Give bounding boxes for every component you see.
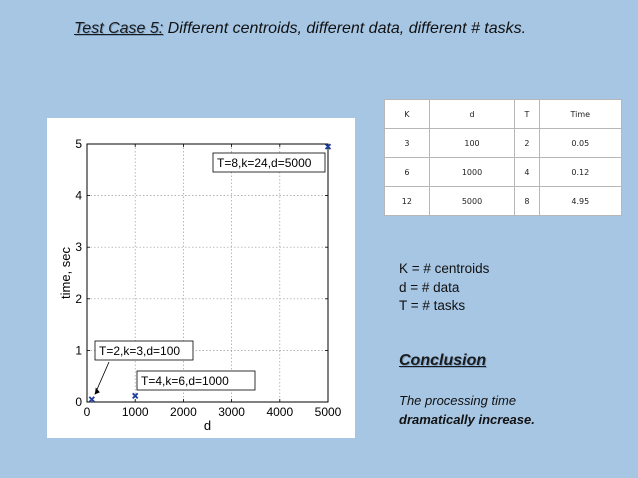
table-cell: 3 (384, 128, 430, 158)
table-cell: 6 (384, 157, 430, 187)
data-point (132, 392, 139, 399)
annotation-box (94, 340, 194, 361)
table-row: 3 100 2 0.05 (384, 128, 623, 158)
table-cell: 12 (384, 186, 430, 216)
title-rest: Different centroids, different data, dif… (163, 20, 527, 37)
data-point (324, 143, 332, 150)
table-header-cell: d (428, 99, 516, 129)
table-cell: 5000 (428, 186, 516, 216)
definition-k: K = # centroids (399, 261, 490, 276)
y-tick-labels: 0 1 2 3 4 5 (75, 137, 82, 409)
conclusion-line-2: dramatically increase. (399, 411, 535, 427)
x-tick-label: 2000 (170, 405, 197, 419)
x-tick-labels: 0 1000 2000 3000 4000 5000 (84, 405, 342, 419)
table-row: 12 5000 8 4.95 (384, 186, 623, 216)
plot-frame (86, 143, 329, 403)
y-axis-label: time, sec (58, 246, 73, 299)
table-header-cell: T (514, 99, 540, 129)
table-cell: 8 (514, 186, 540, 216)
x-tick-label: 5000 (315, 405, 342, 419)
y-tick-label: 2 (75, 292, 82, 306)
table-row: 6 1000 4 0.12 (384, 157, 623, 187)
scatter-plot: 0 1000 2000 3000 4000 5000 0 1 2 3 4 5 d time, sec… (47, 118, 355, 438)
definition-t: T = # tasks (399, 298, 466, 313)
data-points (88, 143, 332, 403)
table-cell: 4.95 (538, 186, 623, 216)
x-axis-label: d (204, 418, 211, 433)
table-header-cell: K (384, 99, 430, 129)
conclusion-line-1: The processing time (399, 393, 517, 408)
data-point (88, 396, 95, 403)
table-cell: 4 (514, 157, 540, 187)
table-cell: 0.05 (538, 128, 623, 158)
x-tick-label: 0 (84, 405, 91, 419)
title-lead: Test Case 5: (74, 20, 164, 37)
annotation-label: T=4,k=6,d=1000 (141, 374, 229, 388)
slide-title: Test Case 5: Different centroids, differ… (74, 20, 634, 38)
x-tick-label: 1000 (122, 405, 149, 419)
y-tick-label: 3 (75, 240, 82, 254)
annotation-label: T=2,k=3,d=100 (99, 344, 180, 358)
annotation-box (136, 370, 256, 391)
y-tick-label: 5 (75, 137, 82, 151)
conclusion-heading: Conclusion (399, 352, 487, 369)
annotation-arrowhead (94, 387, 100, 395)
annotation-label: T=8,k=24,d=5000 (217, 156, 312, 170)
y-tick-label: 4 (75, 189, 82, 203)
grid-lines (87, 144, 328, 402)
conclusion-text: The processing time dramatically increas… (399, 392, 535, 429)
table-cell: 0.12 (538, 157, 623, 187)
definition-d: d = # data (399, 279, 460, 295)
x-tick-label: 4000 (266, 405, 293, 419)
point-annotations: T=2,k=3,d=100 T=4,k=6,d=1000 T=8,k=24,d=50… (94, 152, 326, 395)
table-header-row: K d T Time (384, 99, 623, 129)
x-tick-label: 3000 (218, 405, 245, 419)
annotation-arrow (94, 361, 110, 395)
table-cell: 1000 (428, 157, 516, 187)
table-cell: 100 (428, 128, 516, 158)
annotation-box (212, 152, 326, 173)
y-tick-label: 1 (75, 343, 82, 357)
y-tick-label: 0 (75, 395, 82, 409)
definitions: K = # centroids d = # data T = # tasks (399, 260, 489, 316)
chart-svg: 0 1000 2000 3000 4000 5000 0 1 2 3 4 5 d time, sec… (58, 137, 342, 433)
table-header-cell: Time (538, 99, 623, 129)
results-table: K d T Time 3 100 2 0.05 6 1000 4 0.12 12… (384, 99, 623, 216)
table-cell: 2 (514, 128, 540, 158)
axis-ticks (86, 143, 329, 403)
